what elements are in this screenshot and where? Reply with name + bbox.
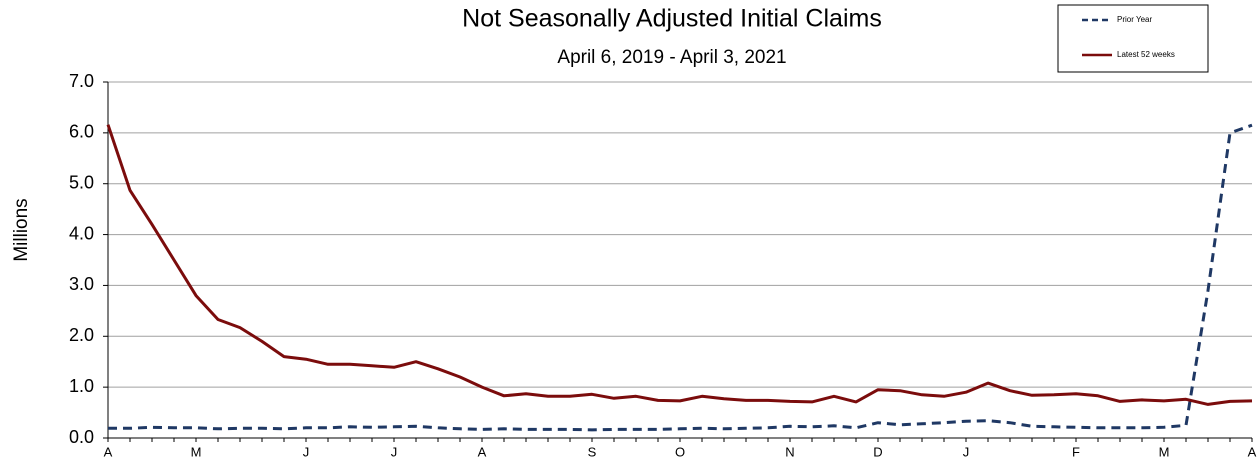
chart-title: Not Seasonally Adjusted Initial Claims [462,5,882,33]
x-tick-label: S [588,444,597,459]
series-line [106,124,1253,406]
legend-box [1057,4,1209,73]
series-line [108,123,1253,432]
chart-subtitle: April 6, 2019 - April 3, 2021 [557,47,786,68]
x-tick-label: F [1072,444,1080,459]
y-tick-label: 3.0 [69,274,94,294]
y-tick-label: 7.0 [69,71,94,91]
x-tick-label: A [1248,444,1257,459]
x-tick-label: A [104,444,113,459]
x-tick-label: M [1159,444,1170,459]
y-tick-label: 5.0 [69,172,94,192]
x-tick-label: J [391,444,398,459]
y-tick-label: 1.0 [69,376,94,396]
x-tick-label: A [478,444,487,459]
y-tick-label: 6.0 [69,122,94,142]
legend-label: Latest 52 weeks [1117,50,1175,59]
x-tick-label: D [873,444,882,459]
y-tick-label: 2.0 [69,325,94,345]
legend-label: Prior Year [1117,15,1152,24]
y-tick-label: 0.0 [69,427,94,447]
x-tick-label: N [785,444,794,459]
x-tick-label: J [303,444,310,459]
y-axis-label: Millions [11,198,32,261]
y-tick-label: 4.0 [69,223,94,243]
x-tick-label: J [963,444,970,459]
x-tick-label: M [191,444,202,459]
x-tick-label: O [675,444,685,459]
